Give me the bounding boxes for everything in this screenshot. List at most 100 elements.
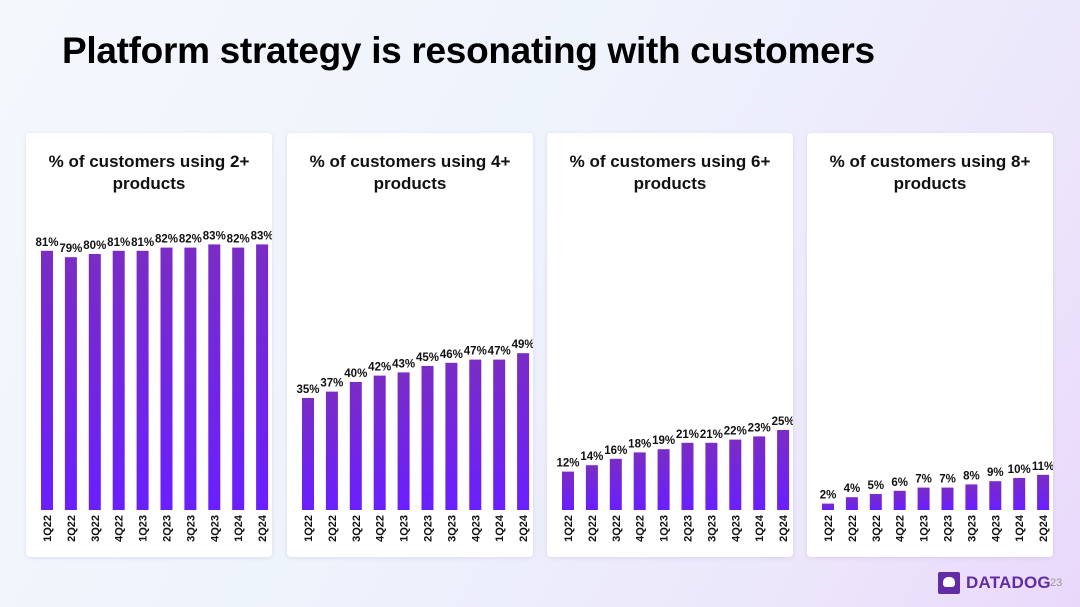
x-tick-label: 4Q23	[470, 515, 482, 542]
bar-chart: 12% 1Q22 14% 2Q22 16% 3Q22 18% 4Q22 19% 1Q23 21% 2Q…	[556, 416, 793, 542]
bar	[208, 244, 221, 510]
bar	[469, 359, 482, 510]
bar	[112, 250, 125, 511]
bar	[822, 503, 834, 510]
x-tick-label: 4Q22	[895, 515, 907, 542]
bar	[373, 375, 386, 510]
x-tick-label: 2Q23	[683, 515, 695, 542]
data-label: 21%	[676, 429, 699, 441]
data-label: 7%	[939, 474, 956, 486]
bar	[64, 257, 77, 510]
x-tick-label: 3Q23	[706, 515, 718, 542]
data-label: 81%	[107, 237, 130, 249]
bar	[136, 250, 149, 511]
data-label: 82%	[179, 234, 202, 246]
data-label: 23%	[748, 422, 771, 434]
chart-title: % of customers using 6+ products	[569, 152, 771, 193]
bar	[989, 481, 1002, 510]
bar	[41, 250, 53, 511]
bar	[421, 366, 434, 510]
data-label: 2%	[820, 490, 837, 502]
bar	[917, 487, 930, 510]
bar	[349, 382, 362, 510]
x-tick-label: 4Q22	[114, 515, 126, 542]
data-label: 79%	[59, 243, 82, 255]
data-label: 12%	[556, 458, 579, 470]
data-label: 14%	[580, 451, 603, 463]
slide-title: Platform strategy is resonating with cus…	[62, 30, 875, 71]
x-tick-label: 1Q24	[1014, 514, 1026, 542]
data-label: 4%	[844, 483, 861, 495]
data-label: 6%	[891, 477, 908, 489]
page-number: 23	[1050, 577, 1063, 589]
data-label: 42%	[368, 362, 391, 374]
x-tick-label: 1Q23	[919, 515, 931, 542]
x-tick-label: 3Q22	[871, 515, 883, 542]
x-tick-label: 2Q22	[66, 515, 78, 542]
data-label: 49%	[512, 339, 533, 351]
bar	[517, 353, 530, 510]
chart-panel-4plus: % of customers using 4+ products 35% 1Q22…	[287, 133, 533, 557]
x-tick-label: 2Q24	[518, 514, 530, 542]
bar-chart: 35% 1Q22 37% 2Q22 40% 3Q22 42% 4Q22 43% 1Q23 45% 2Q…	[296, 339, 533, 542]
x-tick-label: 2Q22	[847, 515, 859, 542]
data-label: 8%	[963, 470, 980, 482]
data-label: 46%	[440, 349, 463, 361]
data-label: 9%	[987, 467, 1004, 479]
x-tick-label: 3Q23	[185, 515, 197, 542]
datadog-logo: DATADOG	[938, 572, 1051, 594]
bar	[1037, 474, 1050, 510]
bar	[681, 442, 694, 510]
bar	[965, 484, 978, 510]
x-tick-label: 4Q23	[990, 515, 1002, 542]
bar	[184, 247, 197, 510]
data-label: 22%	[724, 426, 747, 438]
data-label: 47%	[488, 346, 511, 358]
data-label: 37%	[320, 378, 343, 390]
chart-panel-8plus: % of customers using 8+ products 2% 1Q22 4…	[807, 133, 1053, 557]
chart-panel-2plus: % of customers using 2+ products 81% 1Q22…	[26, 133, 272, 557]
x-tick-label: 2Q22	[327, 515, 339, 542]
data-label: 10%	[1008, 464, 1031, 476]
bar	[845, 497, 858, 510]
x-tick-label: 3Q22	[351, 515, 363, 542]
bar	[256, 244, 269, 510]
x-tick-label: 1Q24	[754, 514, 766, 542]
bar	[232, 247, 245, 510]
x-tick-label: 1Q23	[399, 515, 411, 542]
data-label: 82%	[227, 234, 250, 246]
data-label: 83%	[203, 230, 226, 242]
data-label: 82%	[155, 234, 178, 246]
x-tick-label: 1Q22	[303, 515, 315, 542]
data-label: 80%	[83, 240, 106, 252]
chart-title: % of customers using 8+ products	[829, 152, 1031, 193]
bar-chart: 2% 1Q22 4% 2Q22 5% 3Q22 6% 4Q22 7% 1Q23 7% 2Q23 8% 3Q…	[820, 461, 1053, 542]
x-tick-label: 2Q24	[257, 514, 269, 542]
data-label: 21%	[700, 429, 723, 441]
bar	[445, 362, 458, 510]
chart-title: % of customers using 4+ products	[309, 152, 511, 193]
data-label: 11%	[1032, 461, 1053, 473]
x-tick-label: 3Q23	[966, 515, 978, 542]
x-tick-label: 2Q23	[943, 515, 955, 542]
bar	[777, 430, 790, 510]
data-label: 25%	[772, 416, 793, 428]
x-tick-label: 2Q22	[587, 515, 599, 542]
x-tick-label: 2Q23	[162, 515, 174, 542]
data-label: 45%	[416, 352, 439, 364]
x-tick-label: 2Q23	[423, 515, 435, 542]
data-label: 81%	[35, 237, 58, 249]
data-label: 16%	[604, 445, 627, 457]
bar	[633, 452, 646, 510]
bar	[753, 436, 766, 510]
x-tick-label: 3Q22	[90, 515, 102, 542]
x-tick-label: 1Q23	[138, 515, 150, 542]
x-tick-label: 4Q22	[635, 515, 647, 542]
bar	[562, 471, 574, 510]
data-label: 83%	[251, 230, 272, 242]
x-tick-label: 1Q24	[233, 514, 245, 542]
bar	[869, 494, 882, 510]
x-tick-label: 1Q23	[659, 515, 671, 542]
bar	[893, 490, 906, 510]
x-tick-label: 2Q24	[778, 514, 790, 542]
